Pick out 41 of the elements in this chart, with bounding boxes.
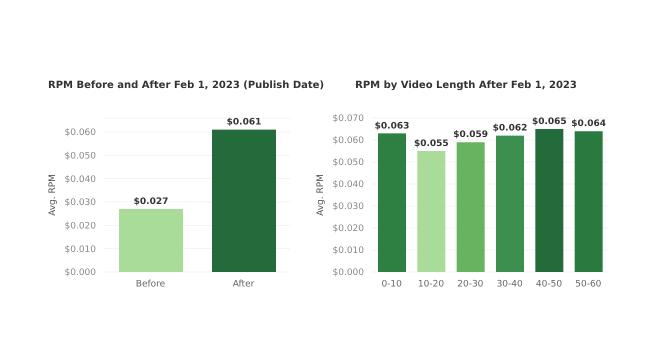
data-label: $0.059 bbox=[453, 130, 488, 140]
bar bbox=[456, 142, 485, 272]
x-tick-label: 20-30 bbox=[457, 279, 484, 290]
y-tick-label: $0.040 bbox=[64, 174, 96, 185]
y-tick-label: $0.050 bbox=[332, 158, 364, 168]
data-label: $0.061 bbox=[226, 118, 262, 128]
data-label: $0.063 bbox=[374, 121, 410, 132]
x-tick-label: After bbox=[232, 279, 255, 290]
y-tick-label: $0.020 bbox=[332, 224, 364, 234]
data-label: $0.062 bbox=[492, 124, 528, 134]
chart-title: RPM Before and After Feb 1, 2023 (Publish Date) bbox=[48, 80, 324, 93]
y-axis-title: Avg. RPM bbox=[316, 174, 326, 216]
bar bbox=[535, 129, 564, 272]
y-tick-label: $0.030 bbox=[332, 202, 364, 212]
x-tick-label: 10-20 bbox=[418, 279, 444, 290]
y-tick-label: $0.020 bbox=[64, 222, 96, 232]
data-label: $0.055 bbox=[414, 139, 449, 149]
x-tick-label: 30-40 bbox=[496, 279, 524, 290]
y-tick-label: $0.000 bbox=[64, 268, 96, 278]
data-label: $0.065 bbox=[532, 117, 567, 127]
y-axis-title: Avg. RPM bbox=[48, 174, 58, 216]
y-tick-label: $0.030 bbox=[64, 198, 96, 208]
bar bbox=[378, 133, 406, 272]
y-tick-label: $0.060 bbox=[64, 128, 96, 138]
bar bbox=[574, 131, 603, 272]
y-tick-label: $0.050 bbox=[64, 152, 96, 162]
y-tick-label: $0.040 bbox=[332, 180, 364, 190]
data-label: $0.064 bbox=[571, 119, 606, 130]
x-tick-label: 50-60 bbox=[575, 279, 602, 290]
y-tick-label: $0.070 bbox=[332, 114, 364, 124]
bar bbox=[496, 136, 524, 272]
data-label: $0.027 bbox=[134, 197, 168, 207]
x-tick-label: 0-10 bbox=[381, 279, 402, 290]
bar bbox=[417, 151, 446, 272]
y-tick-label: $0.000 bbox=[332, 268, 364, 278]
y-tick-label: $0.010 bbox=[332, 246, 364, 256]
x-tick-label: 40-50 bbox=[536, 279, 562, 290]
x-tick-label: Before bbox=[136, 279, 166, 290]
chart-title: RPM by Video Length After Feb 1, 2023 bbox=[355, 80, 577, 91]
y-tick-label: $0.010 bbox=[64, 244, 96, 255]
y-tick-label: $0.060 bbox=[332, 136, 364, 146]
